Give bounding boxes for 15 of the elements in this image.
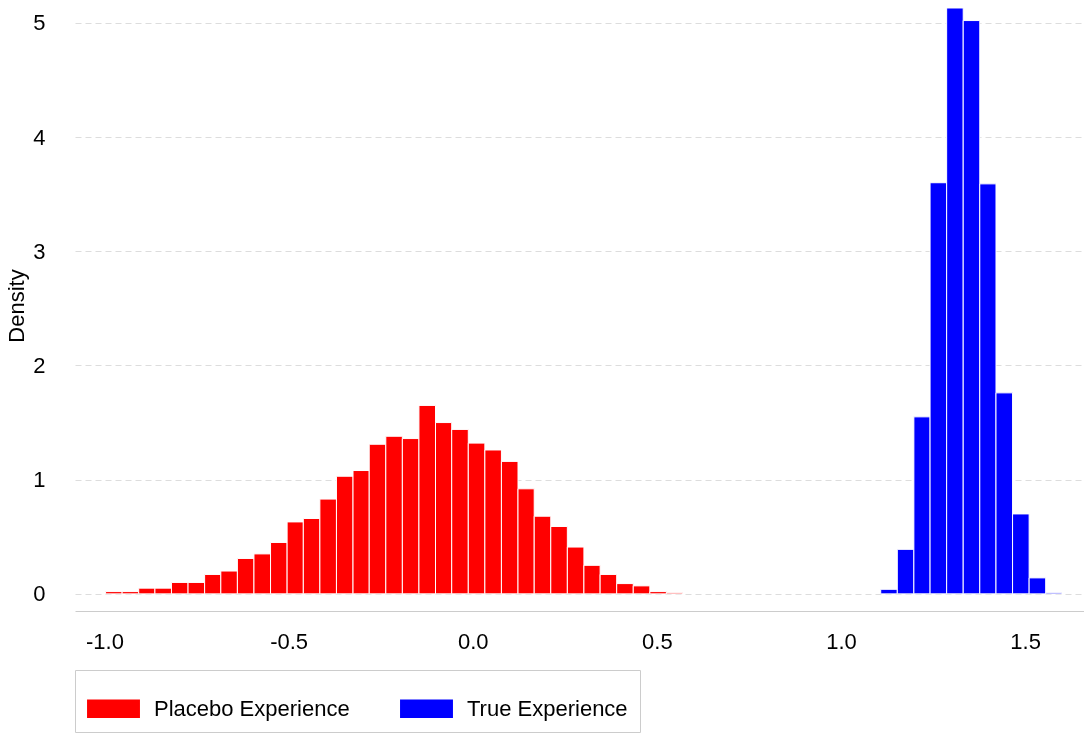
x-tick-label: -1.0	[86, 628, 124, 654]
y-tick-label: 3	[33, 238, 46, 264]
y-tick-label: 5	[33, 10, 46, 36]
legend-label: Placebo Experience	[154, 695, 350, 721]
y-axis-title: Density	[4, 269, 30, 343]
legend-label: True Experience	[467, 695, 628, 721]
y-tick-label: 2	[33, 352, 46, 378]
x-tick-label: -0.5	[270, 628, 309, 654]
x-tick-label: 0.5	[642, 628, 673, 654]
x-tick-label: 1.0	[826, 628, 857, 654]
y-tick-label: 1	[33, 467, 46, 493]
y-tick-label: 0	[33, 581, 46, 607]
x-tick-label: 0.0	[457, 628, 489, 654]
x-tick-label: 1.5	[1010, 628, 1041, 654]
y-tick-label: 4	[33, 124, 46, 150]
